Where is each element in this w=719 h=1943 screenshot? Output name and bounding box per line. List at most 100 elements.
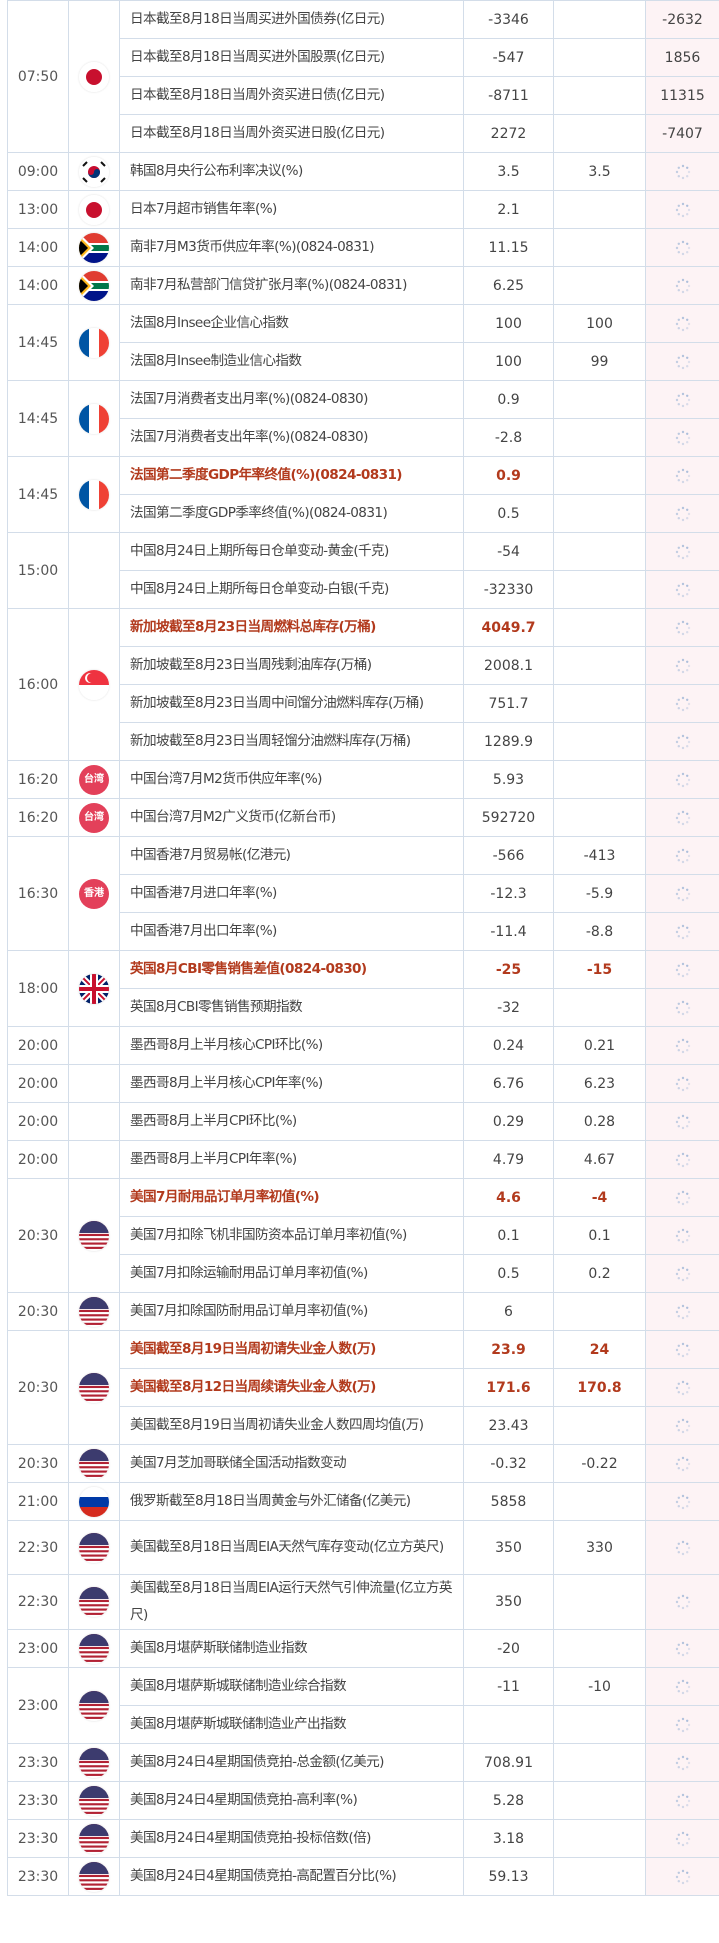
previous-value: 5.93 <box>463 760 554 799</box>
flag-cell <box>68 1819 120 1858</box>
event-row[interactable]: 16:00 新加坡截至8月23日当周燃料总库存(万桶) 4049.7 <box>7 608 719 761</box>
event-row[interactable]: 美国8月堪萨斯城联储制造业产出指数 <box>8 1705 719 1744</box>
event-time: 23:30 <box>7 1819 69 1858</box>
event-row[interactable]: 16:20 台湾 中国台湾7月M2广义货币(亿新台币) 592720 <box>7 798 719 837</box>
forecast-value <box>553 988 646 1027</box>
event-name: 新加坡截至8月23日当周中间馏分油燃料库存(万桶) <box>119 684 464 723</box>
event-row[interactable]: 美国截至8月12日当周续请失业金人数(万) 171.6 170.8 <box>8 1368 719 1407</box>
event-row[interactable]: 23:00 美国8月堪萨斯联储制造业指数 -20 <box>7 1629 719 1668</box>
event-row[interactable]: 20:30 美国7月芝加哥联储全国活动指数变动 -0.32 -0.22 <box>7 1444 719 1483</box>
event-row[interactable]: 23:30 美国8月24日4星期国债竞拍-高配置百分比(%) 59.13 <box>7 1857 719 1896</box>
loading-spinner-icon <box>674 1113 692 1131</box>
event-row[interactable]: 13:00 日本7月超市销售年率(%) 2.1 <box>7 190 719 229</box>
event-time: 23:30 <box>7 1857 69 1896</box>
event-time: 15:00 <box>7 532 69 609</box>
flag-cell <box>68 950 120 1027</box>
event-row[interactable]: 14:45 法国7月消费者支出月率(%)(0824-0830) 0.9 <box>7 380 719 457</box>
loading-spinner-icon <box>674 1678 692 1696</box>
event-row[interactable]: 09:00 韩国8月央行公布利率决议(%) 3.5 3.5 <box>7 152 719 191</box>
previous-value: -3346 <box>463 0 554 39</box>
loading-spinner-icon <box>674 771 692 789</box>
loading-spinner-icon <box>674 1716 692 1734</box>
loading-spinner-icon <box>674 505 692 523</box>
actual-value <box>645 760 719 799</box>
singapore-flag-icon <box>79 669 109 700</box>
event-row[interactable]: 美国截至8月19日当周初请失业金人数四周均值(万) 23.43 <box>8 1406 719 1445</box>
previous-value: 3.18 <box>463 1819 554 1858</box>
event-row[interactable]: 法国8月Insee制造业信心指数 100 99 <box>8 342 719 381</box>
event-row[interactable]: 美国7月扣除飞机非国防资本品订单月率初值(%) 0.1 0.1 <box>8 1216 719 1255</box>
event-name: 新加坡截至8月23日当周轻馏分油燃料库存(万桶) <box>119 722 464 761</box>
event-row[interactable]: 20:30 美国7月扣除国防耐用品订单月率初值(%) 6 <box>7 1292 719 1331</box>
event-row[interactable]: 20:00 墨西哥8月上半月CPI环比(%) 0.29 0.28 <box>7 1102 719 1141</box>
actual-value <box>645 494 719 533</box>
usa-flag-icon <box>79 1372 109 1403</box>
event-row[interactable]: 23:30 美国8月24日4星期国债竞拍-高利率(%) 5.28 <box>7 1781 719 1820</box>
event-time: 16:30 <box>7 836 69 951</box>
event-row[interactable]: 07:50 日本截至8月18日当周买进外国债券(亿日元) -3346 -2632 <box>7 0 719 153</box>
japan-flag-icon <box>79 194 109 225</box>
event-row[interactable]: 21:00 俄罗斯截至8月18日当周黄金与外汇储备(亿美元) 5858 <box>7 1482 719 1521</box>
event-row[interactable]: 14:00 南非7月私营部门信贷扩张月率(%)(0824-0831) 6.25 <box>7 266 719 305</box>
event-row[interactable]: 日本截至8月18日当周外资买进日股(亿日元) 2272 -7407 <box>8 114 719 153</box>
event-row[interactable]: 20:00 墨西哥8月上半月CPI年率(%) 4.79 4.67 <box>7 1140 719 1179</box>
actual-value <box>645 1216 719 1255</box>
south-africa-flag-icon <box>79 232 109 263</box>
event-name: 新加坡截至8月23日当周残剩油库存(万桶) <box>119 646 464 685</box>
loading-spinner-icon <box>674 429 692 447</box>
forecast-value: 100 <box>553 304 646 343</box>
event-row[interactable]: 23:30 美国8月24日4星期国债竞拍-总金额(亿美元) 708.91 <box>7 1743 719 1782</box>
event-row[interactable]: 20:00 墨西哥8月上半月核心CPI环比(%) 0.24 0.21 <box>7 1026 719 1065</box>
loading-spinner-icon <box>674 657 692 675</box>
forecast-value <box>553 1705 646 1744</box>
event-row[interactable]: 22:30 美国截至8月18日当周EIA运行天然气引伸流量(亿立方英尺) 350 <box>7 1574 719 1630</box>
actual-value <box>645 1254 719 1293</box>
forecast-value: 24 <box>553 1330 646 1369</box>
event-row[interactable]: 22:30 美国截至8月18日当周EIA天然气库存变动(亿立方英尺) 350 330 <box>7 1520 719 1575</box>
event-row[interactable]: 15:00 中国8月24日上期所每日仓单变动-黄金(千克) -54 <box>7 532 719 609</box>
loading-spinner-icon <box>674 1417 692 1435</box>
actual-value <box>645 684 719 723</box>
previous-value: 0.5 <box>463 494 554 533</box>
event-row[interactable]: 20:30 美国7月耐用品订单月率初值(%) 4.6 -4 <box>7 1178 719 1293</box>
event-row[interactable]: 16:30 香港 中国香港7月贸易帐(亿港元) -566 -413 <box>7 836 719 951</box>
previous-value: 4049.7 <box>463 608 554 647</box>
event-row[interactable]: 18:00 英国8月CBI零售销售差值(0824-0830) -25 -15 <box>7 950 719 1027</box>
loading-spinner-icon <box>674 1341 692 1359</box>
event-row[interactable]: 法国第二季度GDP季率终值(%)(0824-0831) 0.5 <box>8 494 719 533</box>
loading-spinner-icon <box>674 391 692 409</box>
loading-spinner-icon <box>674 581 692 599</box>
actual-value <box>645 1292 719 1331</box>
flag-cell <box>68 1026 120 1065</box>
event-time: 14:00 <box>7 228 69 267</box>
event-name: 法国7月消费者支出年率(%)(0824-0830) <box>119 418 464 457</box>
actual-value <box>645 1140 719 1179</box>
loading-spinner-icon <box>674 1151 692 1169</box>
event-row[interactable]: 20:30 美国截至8月19日当周初请失业金人数(万) 23.9 24 <box>7 1330 719 1445</box>
forecast-value: 4.67 <box>553 1140 646 1179</box>
event-row[interactable]: 20:00 墨西哥8月上半月核心CPI年率(%) 6.76 6.23 <box>7 1064 719 1103</box>
forecast-value <box>553 228 646 267</box>
loading-spinner-icon <box>674 543 692 561</box>
event-row[interactable]: 英国8月CBI零售销售预期指数 -32 <box>8 988 719 1027</box>
event-row[interactable]: 23:00 美国8月堪萨斯城联储制造业综合指数 -11 -10 <box>7 1667 719 1744</box>
event-row[interactable]: 14:00 南非7月M3货币供应年率(%)(0824-0831) 11.15 <box>7 228 719 267</box>
previous-value: 3.5 <box>463 152 554 191</box>
event-row[interactable]: 23:30 美国8月24日4星期国债竞拍-投标倍数(倍) 3.18 <box>7 1819 719 1858</box>
forecast-value: 6.23 <box>553 1064 646 1103</box>
forecast-value <box>553 798 646 837</box>
actual-value <box>645 912 719 951</box>
previous-value: -2.8 <box>463 418 554 457</box>
flag-cell <box>68 1574 120 1630</box>
event-row[interactable]: 16:20 台湾 中国台湾7月M2货币供应年率(%) 5.93 <box>7 760 719 799</box>
usa-flag-icon <box>79 1690 109 1721</box>
previous-value: 0.5 <box>463 1254 554 1293</box>
event-name: 中国8月24日上期所每日仓单变动-黄金(千克) <box>119 532 464 571</box>
event-row[interactable]: 14:45 法国第二季度GDP年率终值(%)(0824-0831) 0.9 <box>7 456 719 533</box>
forecast-value: 0.21 <box>553 1026 646 1065</box>
loading-spinner-icon <box>674 1754 692 1772</box>
event-row[interactable]: 美国7月扣除运输耐用品订单月率初值(%) 0.5 0.2 <box>8 1254 719 1293</box>
event-row[interactable]: 新加坡截至8月23日当周残剩油库存(万桶) 2008.1 <box>8 646 719 685</box>
event-row[interactable]: 14:45 法国8月Insee企业信心指数 100 100 <box>7 304 719 381</box>
event-name: 法国8月Insee制造业信心指数 <box>119 342 464 381</box>
